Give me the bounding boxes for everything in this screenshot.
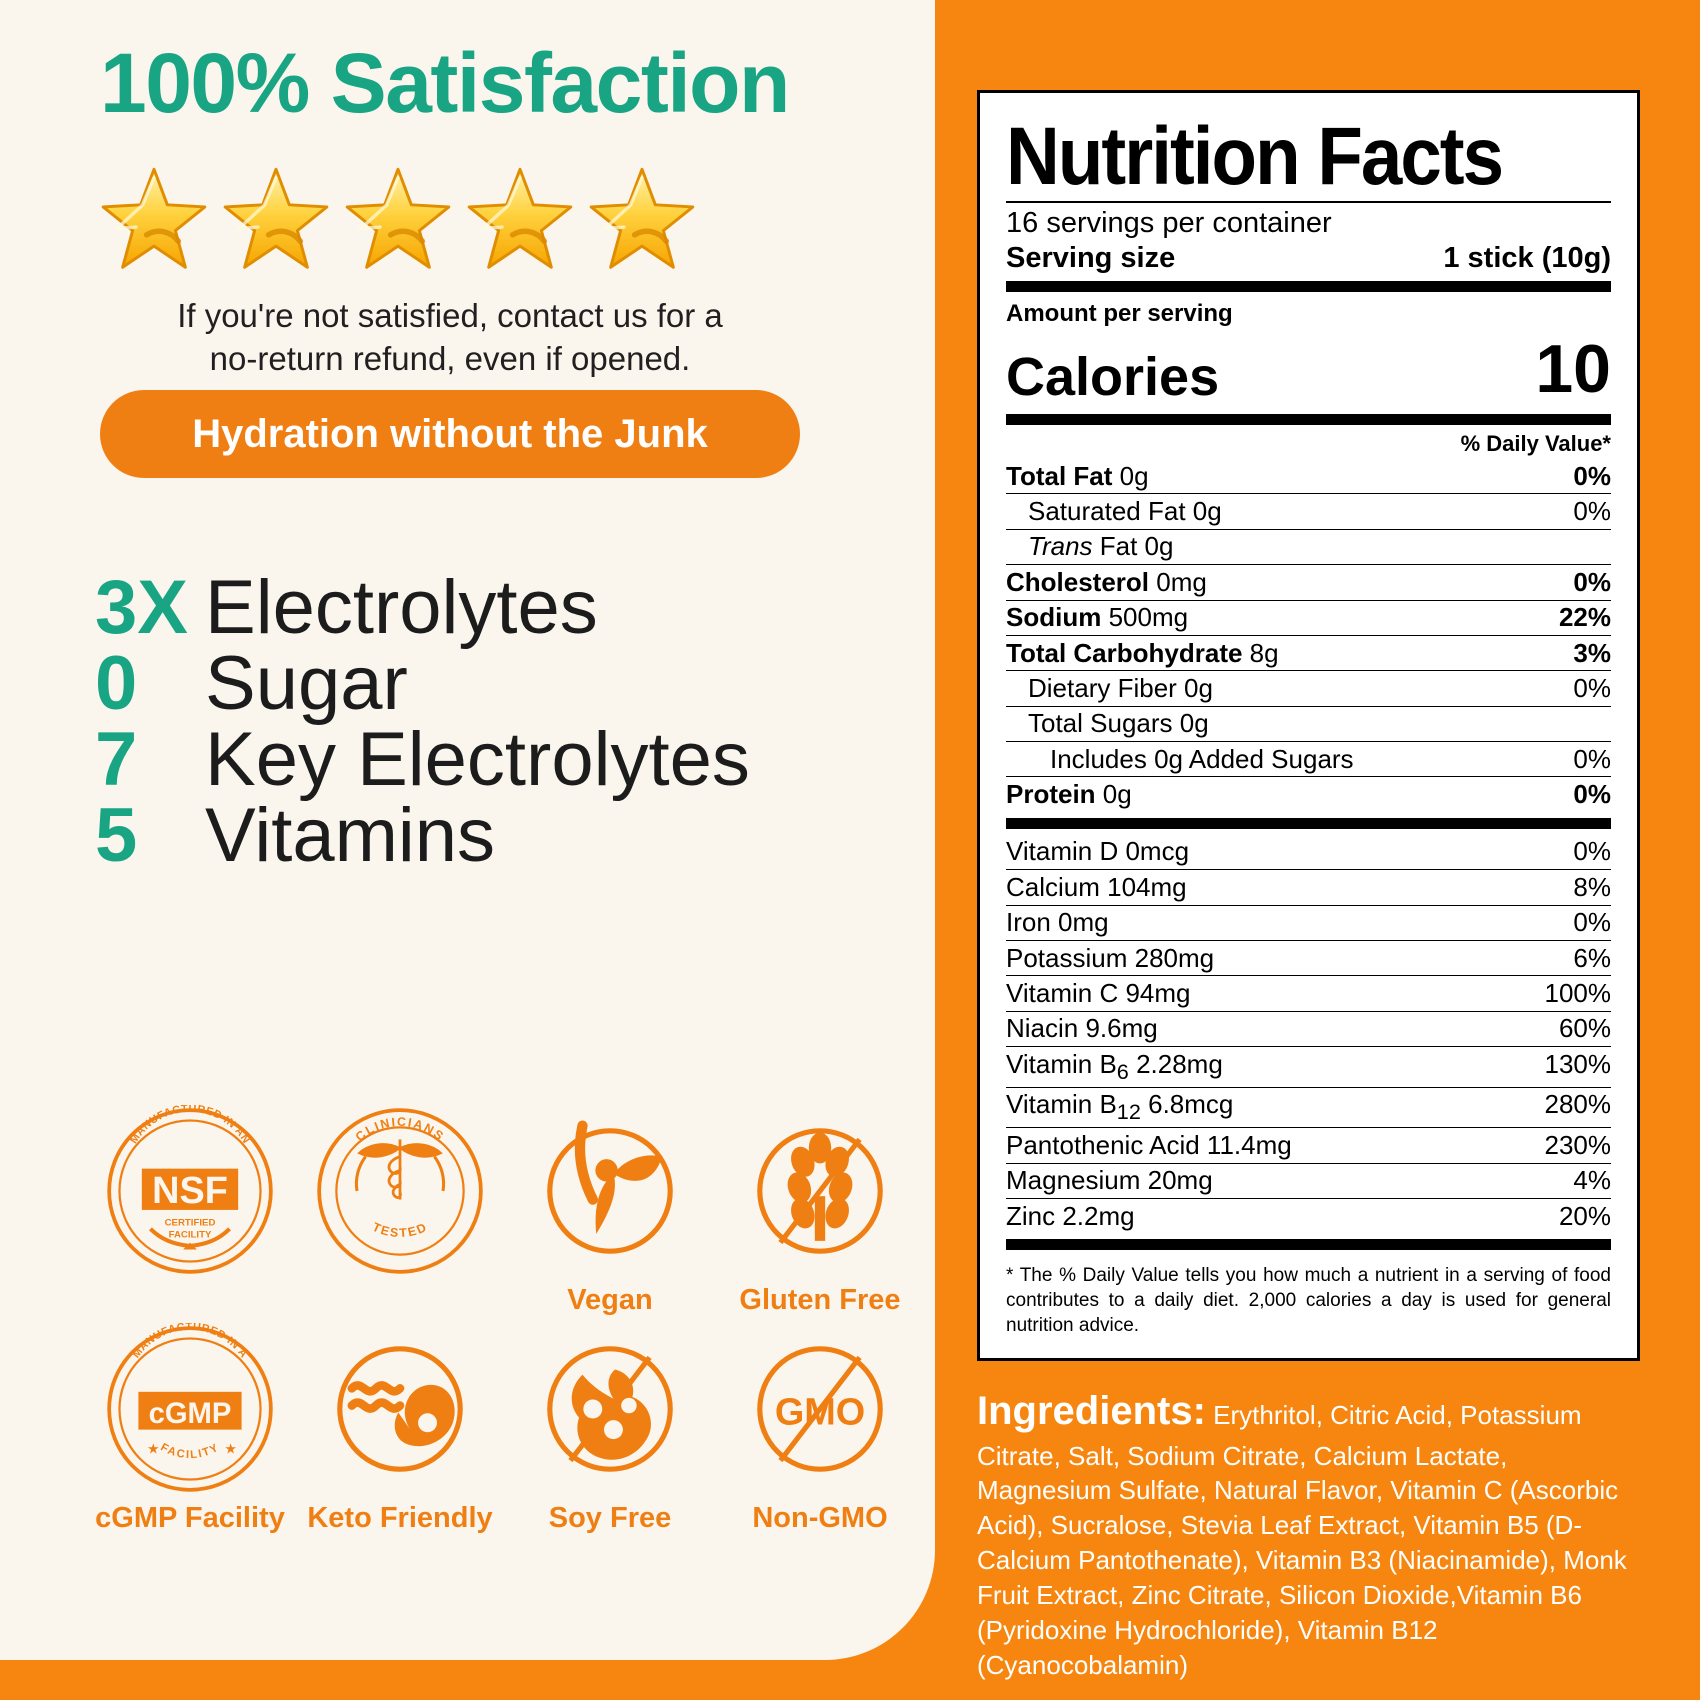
svg-text:NSF: NSF (152, 1170, 228, 1212)
svg-text:GMO: GMO (775, 1391, 865, 1433)
svg-text:MANUFACTURED IN AN: MANUFACTURED IN AN (128, 1105, 252, 1146)
svg-text:FACILITY: FACILITY (158, 1441, 221, 1461)
svg-text:CERTIFIED: CERTIFIED (165, 1217, 216, 1228)
svg-text:★: ★ (224, 1442, 236, 1457)
svg-text:TESTED: TESTED (370, 1220, 430, 1240)
svg-text:MANUFACTURED IN A: MANUFACTURED IN A (130, 1323, 249, 1360)
svg-text:★: ★ (147, 1442, 159, 1457)
svg-text:FACILITY: FACILITY (169, 1229, 212, 1240)
svg-text:cGMP: cGMP (149, 1398, 232, 1430)
